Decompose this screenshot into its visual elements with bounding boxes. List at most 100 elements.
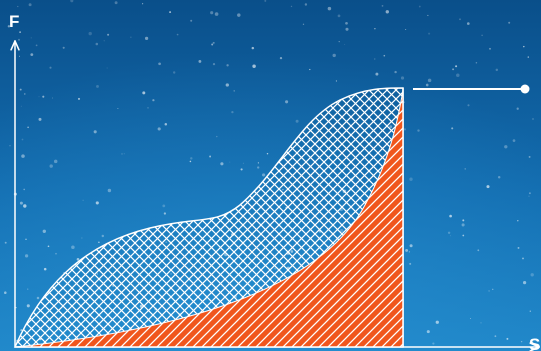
speckle xyxy=(251,46,255,50)
speckle xyxy=(264,0,267,2)
speckle xyxy=(467,104,470,107)
speckle xyxy=(42,229,46,233)
speckle xyxy=(216,135,218,138)
speckle xyxy=(173,71,176,74)
speckle xyxy=(418,5,421,8)
speckle xyxy=(28,3,32,7)
speckle xyxy=(43,267,47,271)
speckle xyxy=(23,204,27,208)
speckle xyxy=(345,21,348,25)
speckle xyxy=(117,108,119,110)
speckle xyxy=(7,25,11,28)
speckle xyxy=(198,59,202,63)
speckle xyxy=(504,145,508,149)
speckle xyxy=(374,58,376,60)
speckle xyxy=(449,235,451,237)
speckle xyxy=(455,65,458,68)
speckle xyxy=(95,42,99,46)
speckle xyxy=(35,44,38,47)
speckle xyxy=(435,320,439,324)
speckle xyxy=(523,45,525,48)
speckle xyxy=(30,37,32,39)
y-axis-label: F xyxy=(9,12,19,31)
speckle xyxy=(279,56,283,60)
speckle xyxy=(30,53,34,56)
speckle xyxy=(405,29,407,30)
speckle xyxy=(449,214,452,218)
speckle xyxy=(163,212,167,215)
speckle xyxy=(480,322,482,324)
speckle xyxy=(400,76,405,80)
speckle xyxy=(121,153,123,155)
speckle xyxy=(107,33,110,36)
speckle xyxy=(459,18,461,21)
speckle xyxy=(169,11,172,14)
speckle xyxy=(520,340,523,343)
speckle xyxy=(123,153,125,155)
speckle xyxy=(71,245,75,250)
speckle xyxy=(461,223,465,227)
speckle xyxy=(27,126,29,129)
speckle xyxy=(82,199,84,201)
callout-dot xyxy=(520,84,530,94)
speckle xyxy=(462,219,465,222)
speckle xyxy=(252,64,256,68)
speckle xyxy=(427,14,429,16)
speckle xyxy=(381,5,384,7)
speckle xyxy=(220,162,224,166)
speckle xyxy=(374,27,376,30)
speckle xyxy=(309,68,311,71)
speckle xyxy=(528,195,530,197)
speckle xyxy=(225,83,229,87)
speckle xyxy=(142,3,144,5)
speckle xyxy=(481,34,483,37)
speckle xyxy=(147,107,149,109)
speckle xyxy=(55,252,57,255)
speckle xyxy=(17,5,19,8)
speckle xyxy=(95,201,99,205)
speckle xyxy=(98,241,100,243)
speckle xyxy=(494,335,497,338)
speckle xyxy=(36,296,40,300)
speckle xyxy=(130,36,132,38)
speckle xyxy=(144,36,149,41)
speckle xyxy=(53,159,58,164)
speckle xyxy=(42,95,45,98)
speckle xyxy=(426,330,430,334)
speckle xyxy=(162,204,166,208)
speckle xyxy=(212,63,216,66)
speckle xyxy=(266,152,269,155)
speckle xyxy=(530,273,534,277)
speckle xyxy=(488,289,491,292)
speckle xyxy=(88,31,92,36)
speckle xyxy=(425,83,429,87)
speckle xyxy=(212,41,215,44)
speckle xyxy=(152,99,155,102)
speckle xyxy=(38,96,40,98)
speckle xyxy=(427,78,432,83)
speckle xyxy=(405,248,409,252)
speckle xyxy=(9,145,11,147)
speckle xyxy=(38,117,42,121)
speckle xyxy=(464,168,466,170)
speckle xyxy=(21,154,25,158)
speckle xyxy=(304,3,308,6)
speckle xyxy=(517,219,519,222)
speckle xyxy=(257,166,260,169)
speckle xyxy=(475,62,478,64)
speckle xyxy=(452,68,455,71)
speckle xyxy=(77,97,81,100)
speckle xyxy=(76,257,80,261)
speckle xyxy=(523,281,527,285)
speckle xyxy=(27,288,29,290)
speckle xyxy=(529,310,531,312)
speckle xyxy=(211,43,214,46)
speckle xyxy=(190,157,193,160)
speckle xyxy=(4,291,7,294)
speckle xyxy=(528,155,531,158)
speckle xyxy=(492,288,494,290)
speckle xyxy=(409,177,413,181)
speckle xyxy=(522,257,524,260)
